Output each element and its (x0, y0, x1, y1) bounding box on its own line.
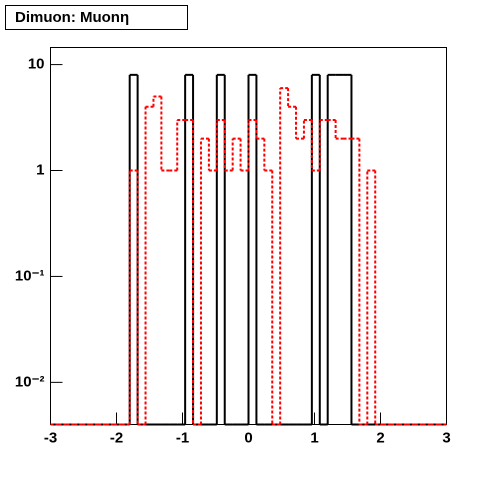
x-tick-label: 0 (244, 429, 252, 446)
y-tick-label: 10 (28, 56, 45, 73)
chart-title: Dimuon: Muonη (15, 9, 129, 26)
x-tick-label: -1 (176, 429, 189, 446)
x-tick-label: -3 (44, 429, 57, 446)
x-tick-label: -2 (110, 429, 123, 446)
x-tick-label: 1 (310, 429, 318, 446)
x-tick-label: 3 (442, 429, 450, 446)
title-box (5, 5, 188, 30)
x-tick-label: 2 (376, 429, 384, 446)
y-tick-label: 10⁻¹ (15, 267, 45, 284)
y-tick-label: 10⁻² (15, 373, 45, 390)
y-tick-label: 1 (36, 161, 44, 178)
